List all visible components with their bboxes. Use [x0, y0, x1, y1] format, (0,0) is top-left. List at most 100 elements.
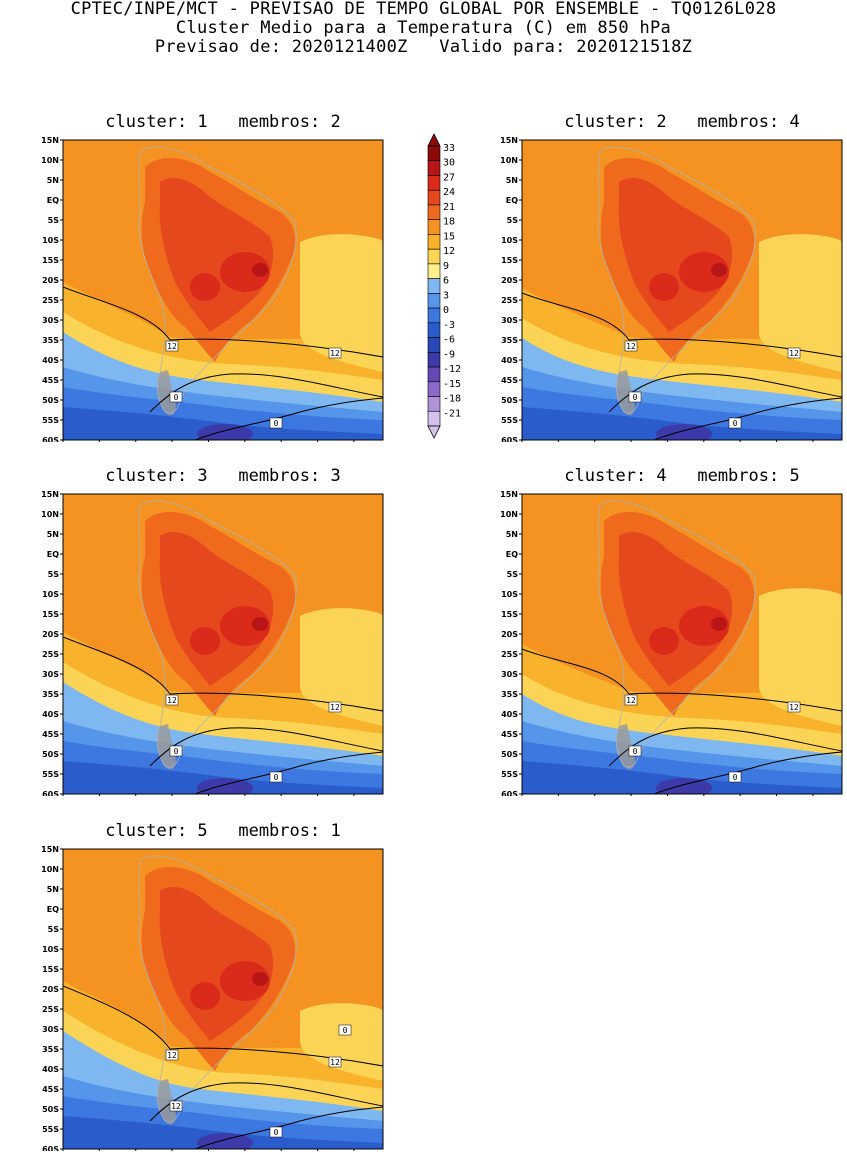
lat-tick-label: 35S [501, 690, 518, 699]
contour-label: 12 [328, 1056, 342, 1068]
contour-label: 12 [165, 340, 179, 352]
colorbar-label: -6 [443, 335, 455, 346]
lat-tick-label: 50S [501, 396, 518, 405]
svg-text:0: 0 [633, 747, 638, 756]
lat-tick-label: 55S [42, 1125, 59, 1134]
lat-tick-label: 20S [501, 276, 518, 285]
svg-text:12: 12 [789, 349, 799, 358]
lat-tick-label: 5S [507, 216, 519, 225]
lat-tick-label: 5S [48, 216, 60, 225]
colorbar-swatch [427, 337, 441, 353]
colorbar-swatch [427, 145, 441, 162]
lat-tick-label: 10N [41, 156, 59, 165]
colorbar-label: -21 [443, 408, 461, 419]
lat-tick-label: 10N [41, 865, 59, 874]
lat-tick-label: 10N [500, 156, 518, 165]
map-panel-cluster-2: cluster: 2 membros: 4 12 12 0 0 15N 10N 5N EQ 5S… [459, 112, 847, 442]
lat-tick-label: 30S [42, 1025, 59, 1034]
lat-tick-label: 35S [42, 1045, 59, 1054]
lat-tick-label: 40S [501, 356, 518, 365]
contour-label: 0 [269, 417, 283, 429]
lat-tick-label: 15N [41, 490, 59, 499]
svg-text:12: 12 [330, 349, 340, 358]
lat-tick-label: 40S [42, 356, 59, 365]
lat-tick-label: 15N [500, 490, 518, 499]
contour-label: 12 [787, 347, 801, 359]
contour-label: 0 [728, 417, 742, 429]
svg-text:0: 0 [274, 773, 279, 782]
svg-text:0: 0 [174, 393, 179, 402]
colorbar-swatch [427, 234, 441, 250]
lat-tick-label: 15S [501, 256, 518, 265]
colorbar-label: 6 [443, 276, 449, 287]
colorbar-swatch [427, 263, 441, 279]
svg-text:12: 12 [789, 703, 799, 712]
colorbar-label: 21 [443, 202, 455, 213]
lat-tick-label: 60S [42, 790, 59, 796]
contour-label: 0 [269, 771, 283, 783]
map-frame [62, 139, 384, 441]
contour-label: 0 [628, 745, 642, 757]
colorbar-swatch [427, 248, 441, 265]
svg-text:12: 12 [167, 342, 177, 351]
colorbar-label: 9 [443, 261, 449, 272]
lat-tick-label: 20S [501, 630, 518, 639]
temperature-map: 12 12 12 0 0 15N 10N 5N EQ 5S 10S 15S 20S 25S 30S 35S 40… [41, 845, 384, 1151]
colorbar-label: 18 [443, 217, 455, 228]
contour-label: 12 [165, 1049, 179, 1061]
temperature-map: 12 12 0 0 15N 10N 5N EQ 5S 10S 15S 20S 25S 30S 35S 40S 4… [500, 490, 843, 796]
map-panel-cluster-1: cluster: 1 membros: 2 12 12 0 0 15N 10N 5N EQ 5S… [0, 112, 390, 442]
header-line-2: Cluster Medio para a Temperatura (C) em … [175, 18, 672, 38]
lat-tick-label: 5S [48, 570, 60, 579]
temperature-map: 12 12 0 0 15N 10N 5N EQ 5S 10S 15S 20S 25S 30S 35S 40S 4… [41, 490, 384, 796]
temperature-map: 12 12 0 0 15N 10N 5N EQ 5S 10S 15S 20S 25S 30S 35S 40S 4… [41, 136, 384, 442]
colorbar-label: 3 [443, 290, 449, 301]
contour-label: 12 [328, 347, 342, 359]
lat-tick-label: 5N [47, 885, 59, 894]
lat-tick-label: 25S [501, 296, 518, 305]
svg-text:12: 12 [330, 1058, 340, 1067]
lat-tick-label: 10S [501, 236, 518, 245]
lat-tick-label: 40S [42, 710, 59, 719]
lat-tick-label: 45S [501, 730, 518, 739]
lat-tick-label: 15S [42, 256, 59, 265]
colorbar-swatch [427, 366, 441, 383]
colorbar-swatch [427, 175, 441, 191]
lat-tick-label: 10N [41, 510, 59, 519]
lat-tick-label: 40S [42, 1065, 59, 1074]
lat-tick-label: EQ [506, 196, 518, 205]
contour-label: 0 [628, 391, 642, 403]
contour-label: 0 [728, 771, 742, 783]
colorbar-label: 24 [443, 187, 455, 198]
lat-tick-label: 10S [501, 590, 518, 599]
colorbar-label: 15 [443, 231, 455, 242]
colorbar-label: -9 [443, 349, 455, 360]
panel-title: cluster: 1 membros: 2 [105, 112, 341, 132]
lat-tick-label: 10S [42, 590, 59, 599]
svg-text:12: 12 [626, 342, 636, 351]
lat-tick-label: 45S [42, 1085, 59, 1094]
svg-text:12: 12 [167, 1051, 177, 1060]
lat-tick-label: 5N [506, 530, 518, 539]
lat-tick-label: 55S [42, 416, 59, 425]
lat-tick-label: 25S [501, 650, 518, 659]
colorbar-swatch [427, 278, 441, 294]
colorbar-label: 30 [443, 158, 455, 169]
lat-tick-label: 5N [47, 176, 59, 185]
lat-tick-label: 30S [42, 670, 59, 679]
lat-tick-label: 60S [501, 436, 518, 442]
map-frame [521, 139, 843, 441]
lat-tick-label: 15S [42, 965, 59, 974]
lat-tick-label: 15S [42, 610, 59, 619]
colorbar-swatch [427, 219, 441, 235]
lat-tick-label: 50S [42, 750, 59, 759]
contour-label: 0 [269, 1126, 283, 1138]
lat-tick-label: 15N [41, 136, 59, 145]
lat-tick-label: 40S [501, 710, 518, 719]
svg-text:0: 0 [343, 1026, 348, 1035]
map-panel-cluster-5: cluster: 5 membros: 1 12 12 12 0 0 15N 10N 5N EQ… [0, 821, 390, 1151]
lat-tick-label: 5N [506, 176, 518, 185]
colorbar-max-arrow [427, 133, 441, 147]
map-frame [62, 493, 384, 795]
map-frame [62, 848, 384, 1150]
